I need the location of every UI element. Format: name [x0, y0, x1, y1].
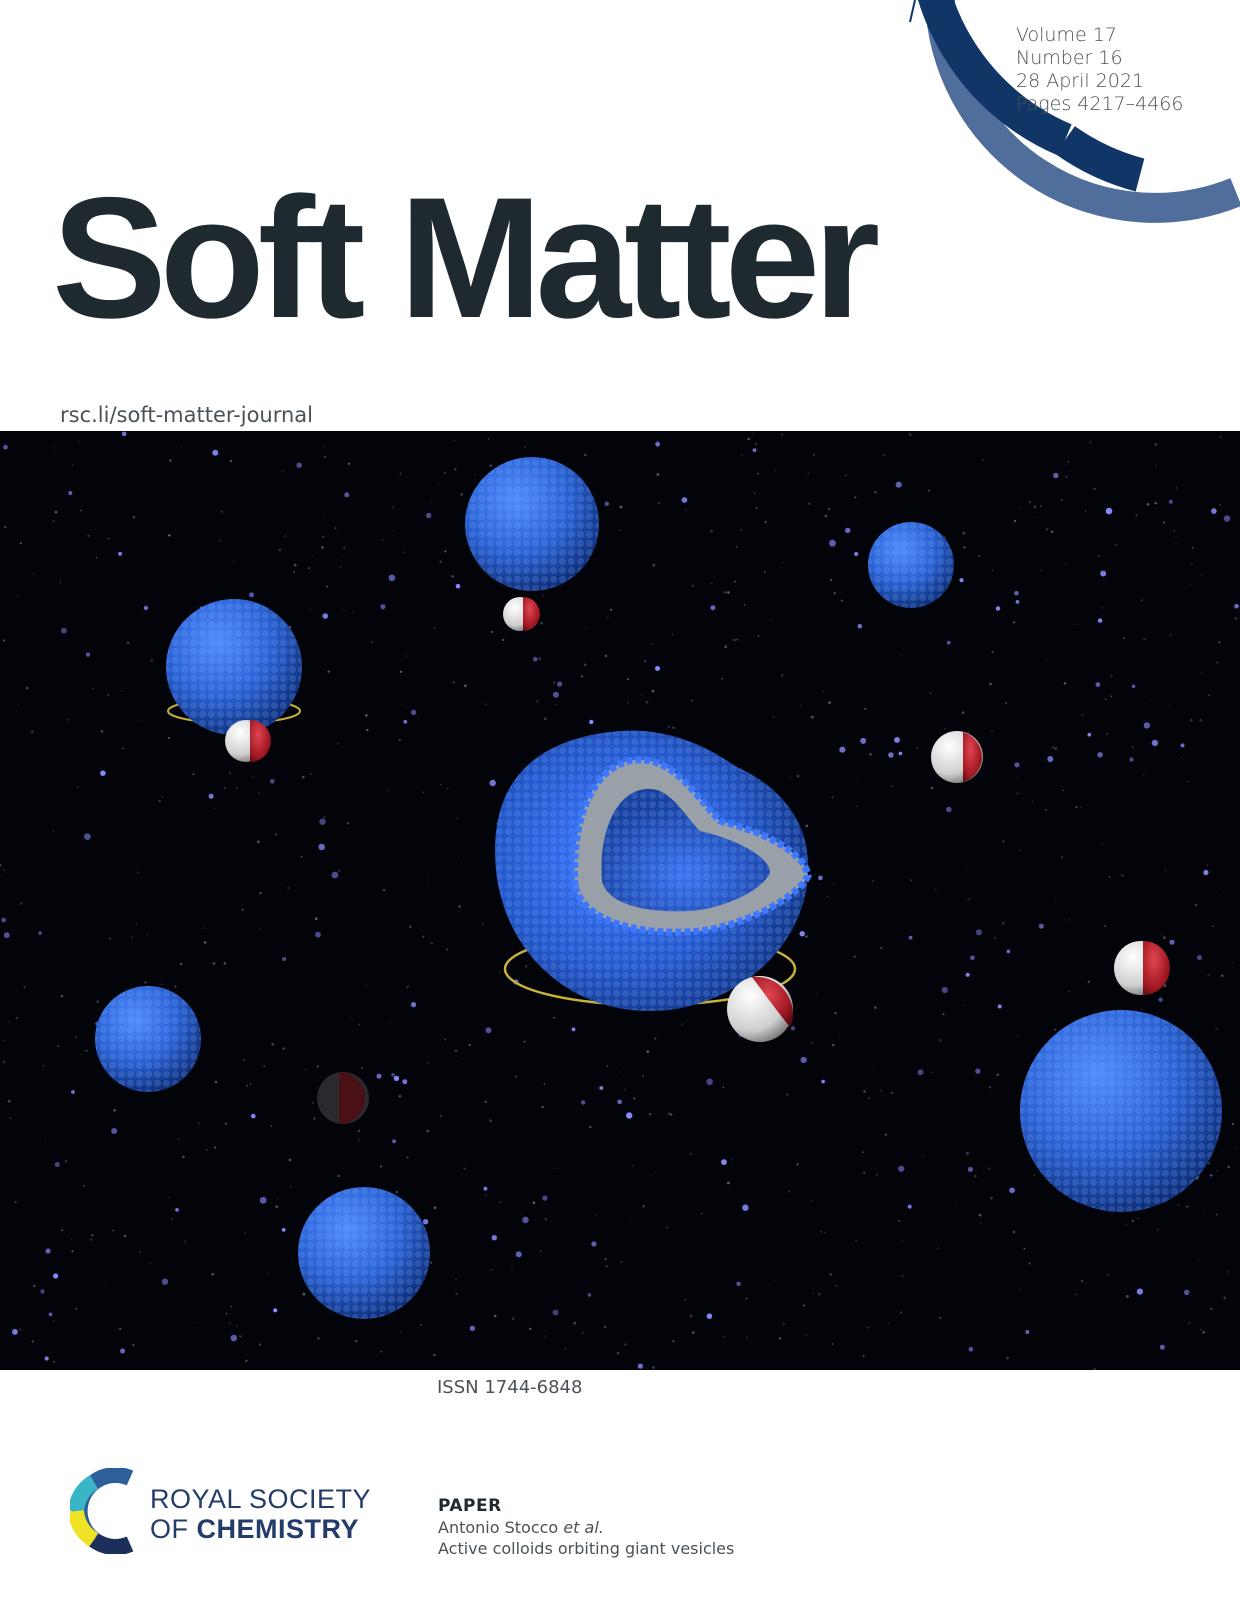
issue-volume: Volume 17: [1016, 24, 1117, 46]
issn: ISSN 1744-6848: [437, 1377, 583, 1398]
issue-number: Number 16: [1016, 47, 1123, 69]
rsc-logo-icon: [70, 1468, 134, 1554]
paper-title[interactable]: Active colloids orbiting giant vesicles: [438, 1539, 735, 1558]
issue-pages: Pages 4217–4466: [1016, 93, 1184, 115]
blue-sphere: [1020, 1010, 1222, 1212]
blue-sphere: [465, 457, 599, 591]
janus-colloid: [503, 597, 540, 631]
paper-author-suffix: et al.: [563, 1518, 604, 1537]
issue-info: Volume 17 Number 16 28 April 2021 Pages …: [1016, 24, 1183, 116]
publisher-name: ROYAL SOCIETY OF CHEMISTRY: [150, 1484, 371, 1544]
janus-colloid: [317, 1072, 369, 1124]
publisher-line-1: ROYAL SOCIETY: [150, 1484, 372, 1514]
journal-title: Soft Matter: [52, 162, 880, 354]
paper-author: Antonio Stocco: [438, 1518, 559, 1537]
janus-colloid: [727, 976, 794, 1042]
blue-sphere: [298, 1187, 430, 1319]
blue-sphere: [868, 522, 954, 608]
publisher-line-2-bold: CHEMISTRY: [196, 1514, 360, 1544]
blue-sphere: [166, 599, 302, 735]
janus-colloid: [931, 731, 983, 783]
janus-colloid: [1114, 941, 1170, 995]
cover-artwork: [0, 431, 1240, 1370]
blue-sphere: [95, 986, 201, 1092]
paper-authors: Antonio Stocco et al.: [438, 1517, 734, 1538]
publisher-line-2-prefix: OF: [150, 1514, 197, 1544]
journal-url[interactable]: rsc.li/soft-matter-journal: [60, 403, 314, 427]
giant-vesicle: [495, 730, 812, 1011]
janus-colloid: [225, 720, 271, 762]
journal-arc-emblem: [909, 0, 1240, 223]
paper-type: PAPER: [438, 1496, 502, 1516]
featured-paper: PAPER Antonio Stocco et al. Active collo…: [438, 1495, 734, 1559]
issue-date: 28 April 2021: [1016, 70, 1145, 92]
